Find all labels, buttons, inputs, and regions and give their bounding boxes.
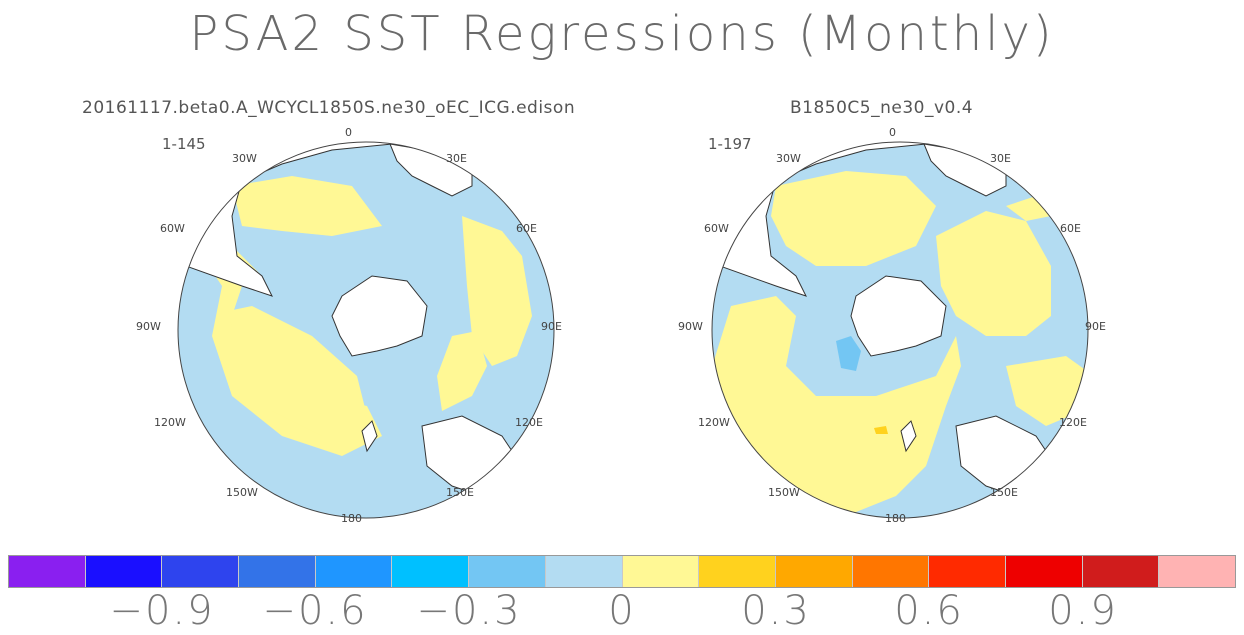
colorbar-box xyxy=(1005,556,1083,587)
positive-anomaly-region xyxy=(936,211,1051,336)
colorbar-box xyxy=(622,556,700,587)
colorbar-box xyxy=(699,556,776,587)
colorbar-label: −0.6 xyxy=(262,588,368,634)
land-mass xyxy=(361,420,378,453)
colorbar-label: −0.3 xyxy=(416,588,522,634)
lon-label: 60E xyxy=(1060,222,1081,235)
lon-label: 120E xyxy=(515,416,543,429)
colorbar-box xyxy=(775,556,853,587)
lon-label: 30E xyxy=(446,152,467,165)
positive-anomaly-region xyxy=(232,176,382,236)
panel-2-subtitle: B1850C5_ne30_v0.4 xyxy=(790,98,974,118)
colorbar-label: −0.9 xyxy=(109,588,215,634)
panel-1-map xyxy=(177,141,555,519)
colorbar-box xyxy=(1159,556,1235,587)
panel-1-subtitle: 20161117.beta0.A_WCYCL1850S.ne30_oEC_ICG… xyxy=(82,98,576,118)
land-mass xyxy=(331,275,428,357)
lon-label: 150E xyxy=(446,486,474,499)
lon-label: 90W xyxy=(136,320,161,333)
colorbar-box xyxy=(929,556,1006,587)
lon-label: 120E xyxy=(1059,416,1087,429)
panel-2-map xyxy=(711,141,1089,519)
colorbar-box xyxy=(315,556,393,587)
lon-label: 60E xyxy=(516,222,537,235)
lon-label: 60W xyxy=(704,222,729,235)
lon-label: 150W xyxy=(768,486,800,499)
colorbar-label: 0.6 xyxy=(894,588,964,634)
positive-anomaly-region xyxy=(228,306,367,436)
lon-label: 180 xyxy=(341,512,362,525)
lon-label: 150E xyxy=(990,486,1018,499)
colorbar-box xyxy=(392,556,470,587)
colorbar-box xyxy=(85,556,163,587)
positive-anomaly-patch xyxy=(874,426,888,434)
negative-anomaly-patch xyxy=(836,336,861,371)
colorbar-box xyxy=(9,556,86,587)
positive-anomaly-region xyxy=(771,171,936,266)
colorbar-box xyxy=(545,556,623,587)
colorbar-box xyxy=(239,556,316,587)
colorbar-box xyxy=(1082,556,1160,587)
lon-label: 30W xyxy=(232,152,257,165)
lon-label: 120W xyxy=(698,416,730,429)
lon-label: 90W xyxy=(678,320,703,333)
colorbar-label: 0 xyxy=(608,588,636,634)
colorbar-box xyxy=(162,556,240,587)
lon-label: 0 xyxy=(889,126,896,139)
lon-label: 30W xyxy=(776,152,801,165)
colorbar-box xyxy=(469,556,546,587)
lon-label: 120W xyxy=(154,416,186,429)
colorbar-label: 0.9 xyxy=(1048,588,1118,634)
colorbar-box xyxy=(852,556,930,587)
lon-label: 30E xyxy=(990,152,1011,165)
lon-label: 90E xyxy=(1085,320,1106,333)
lon-label: 60W xyxy=(160,222,185,235)
positive-anomaly-region xyxy=(462,216,532,366)
lon-label: 90E xyxy=(541,320,562,333)
lon-label: 150W xyxy=(226,486,258,499)
colorbar-label: 0.3 xyxy=(741,588,811,634)
lon-label: 0 xyxy=(345,126,352,139)
land-mass xyxy=(900,420,917,453)
panel-2-range: 1-197 xyxy=(708,135,752,153)
lon-label: 180 xyxy=(885,512,906,525)
land-mass xyxy=(850,275,947,357)
colorbar xyxy=(8,555,1236,588)
figure-title: PSA2 SST Regressions (Monthly) xyxy=(189,6,1055,62)
panel-1-range: 1-145 xyxy=(162,135,206,153)
positive-anomaly-region xyxy=(437,331,487,411)
